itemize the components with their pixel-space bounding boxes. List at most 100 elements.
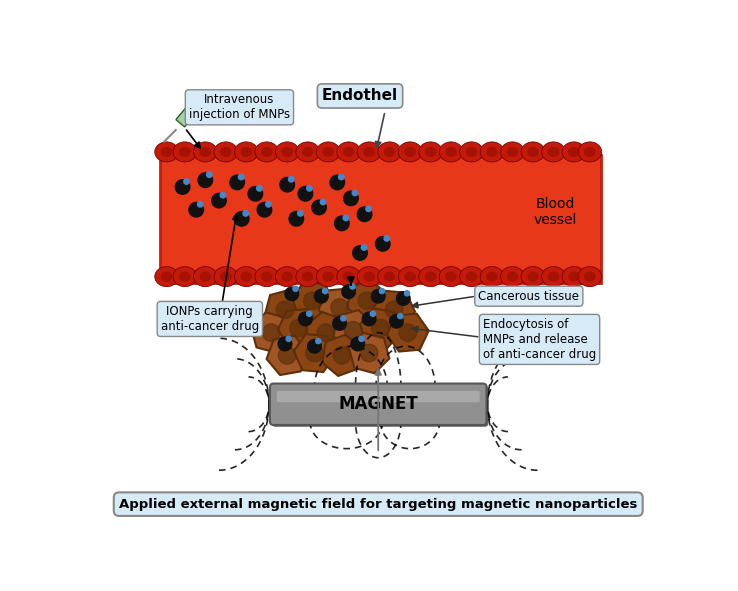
Circle shape	[344, 191, 358, 206]
Circle shape	[317, 324, 335, 342]
Polygon shape	[347, 280, 387, 322]
Ellipse shape	[357, 267, 381, 287]
Ellipse shape	[521, 267, 545, 287]
Ellipse shape	[241, 272, 252, 282]
Circle shape	[306, 345, 323, 362]
Circle shape	[384, 236, 390, 241]
Ellipse shape	[480, 267, 504, 287]
Circle shape	[385, 301, 403, 319]
Ellipse shape	[220, 147, 232, 157]
Ellipse shape	[527, 147, 539, 157]
Ellipse shape	[562, 267, 586, 287]
Circle shape	[290, 319, 308, 337]
Ellipse shape	[214, 142, 238, 162]
Ellipse shape	[155, 142, 179, 162]
Circle shape	[333, 317, 346, 330]
Polygon shape	[373, 291, 415, 329]
Ellipse shape	[568, 272, 580, 282]
Circle shape	[343, 215, 348, 220]
Ellipse shape	[261, 147, 272, 157]
Ellipse shape	[584, 272, 596, 282]
Circle shape	[372, 319, 389, 337]
Bar	[160, 155, 601, 282]
Ellipse shape	[199, 147, 211, 157]
Polygon shape	[294, 334, 335, 372]
Circle shape	[350, 284, 355, 289]
Circle shape	[306, 311, 311, 316]
Ellipse shape	[548, 272, 559, 282]
Circle shape	[280, 177, 294, 192]
Ellipse shape	[317, 142, 340, 162]
Circle shape	[353, 246, 368, 260]
Ellipse shape	[214, 267, 238, 287]
Circle shape	[352, 190, 358, 196]
Ellipse shape	[296, 142, 320, 162]
Ellipse shape	[337, 267, 360, 287]
Circle shape	[298, 187, 313, 201]
Text: Cancerous tissue: Cancerous tissue	[478, 290, 579, 303]
Ellipse shape	[235, 267, 258, 287]
Circle shape	[362, 245, 367, 250]
Circle shape	[316, 339, 321, 344]
Ellipse shape	[500, 142, 524, 162]
Circle shape	[175, 180, 190, 194]
Ellipse shape	[342, 147, 354, 157]
Ellipse shape	[424, 147, 436, 157]
Circle shape	[297, 210, 303, 216]
Ellipse shape	[302, 147, 314, 157]
Circle shape	[238, 174, 244, 180]
Polygon shape	[266, 336, 308, 375]
Ellipse shape	[445, 272, 457, 282]
Circle shape	[366, 206, 371, 212]
Ellipse shape	[281, 272, 293, 282]
Ellipse shape	[460, 267, 483, 287]
Ellipse shape	[281, 147, 293, 157]
Ellipse shape	[317, 267, 340, 287]
Circle shape	[212, 193, 227, 208]
Ellipse shape	[404, 147, 416, 157]
Ellipse shape	[384, 147, 396, 157]
Ellipse shape	[199, 272, 211, 282]
Ellipse shape	[486, 147, 498, 157]
Circle shape	[289, 212, 303, 226]
Ellipse shape	[275, 142, 299, 162]
Ellipse shape	[500, 267, 524, 287]
Circle shape	[278, 337, 292, 351]
Text: Blood
vessel: Blood vessel	[534, 197, 577, 227]
Polygon shape	[333, 310, 373, 350]
Ellipse shape	[527, 272, 539, 282]
Circle shape	[230, 175, 244, 190]
Text: Applied external magnetic field for targeting magnetic nanoparticles: Applied external magnetic field for targ…	[119, 498, 638, 511]
Circle shape	[286, 336, 292, 342]
Ellipse shape	[378, 267, 401, 287]
Ellipse shape	[445, 147, 457, 157]
Polygon shape	[251, 313, 292, 353]
Circle shape	[376, 236, 390, 251]
Ellipse shape	[439, 267, 463, 287]
Ellipse shape	[521, 142, 545, 162]
Ellipse shape	[255, 267, 278, 287]
Circle shape	[289, 177, 294, 182]
Ellipse shape	[173, 267, 196, 287]
Circle shape	[257, 203, 272, 217]
Circle shape	[263, 324, 280, 342]
Circle shape	[266, 202, 272, 207]
Circle shape	[285, 287, 299, 301]
Text: IONPs carrying
anti-cancer drug: IONPs carrying anti-cancer drug	[161, 305, 259, 333]
Text: MAGNET: MAGNET	[338, 395, 418, 413]
Circle shape	[307, 186, 312, 191]
Circle shape	[293, 286, 298, 291]
Circle shape	[299, 312, 312, 326]
Circle shape	[276, 301, 294, 319]
Circle shape	[359, 336, 364, 342]
Ellipse shape	[302, 272, 314, 282]
Ellipse shape	[466, 272, 477, 282]
Circle shape	[220, 193, 226, 198]
Ellipse shape	[424, 272, 436, 282]
Text: Endothel: Endothel	[322, 89, 398, 103]
Circle shape	[404, 291, 410, 296]
Ellipse shape	[542, 267, 565, 287]
Ellipse shape	[548, 147, 559, 157]
Circle shape	[351, 337, 365, 351]
Circle shape	[333, 346, 351, 364]
